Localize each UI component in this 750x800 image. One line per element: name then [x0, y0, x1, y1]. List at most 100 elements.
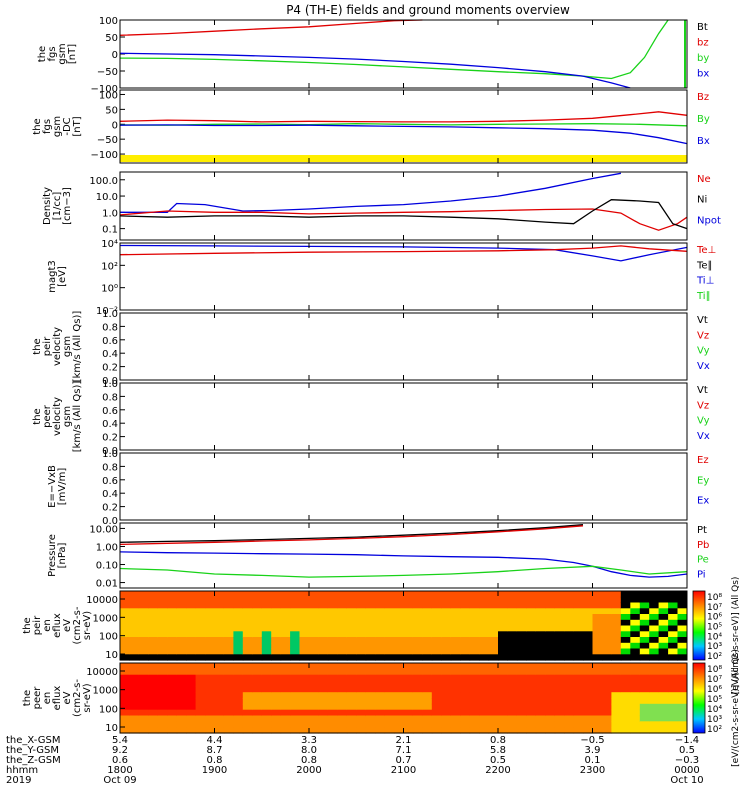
spectrogram-cell: [639, 608, 650, 615]
spectrogram-cell: [526, 614, 537, 621]
spectrogram-cell: [327, 625, 338, 632]
spectrogram-cell: [639, 602, 650, 609]
spectrogram-cell: [233, 608, 244, 615]
spectrogram-cell: [412, 614, 423, 621]
spectrogram-cell: [620, 680, 631, 687]
spectrogram-cell: [214, 602, 225, 609]
spectrogram-cell: [195, 591, 206, 598]
spectrogram-cell: [120, 721, 130, 728]
spectrogram-cell: [138, 698, 149, 705]
spectrogram-cell: [271, 727, 282, 734]
spectrogram-cell: [639, 654, 650, 661]
spectrogram-cell: [252, 631, 263, 638]
spectrogram-cell: [677, 668, 688, 676]
spectrogram-cell: [460, 648, 471, 655]
spectrogram-cell: [129, 631, 140, 638]
spectrogram-cell: [176, 625, 187, 632]
spectrogram-cell: [346, 721, 357, 728]
spectrogram-cell: [365, 668, 376, 676]
spectrogram-cell: [639, 619, 650, 627]
spectrogram-cell: [535, 608, 546, 615]
spectrogram-cell: [138, 608, 149, 615]
spectrogram-cell: [649, 631, 660, 638]
spectrogram-cell: [441, 727, 452, 734]
spectrogram-cell: [290, 686, 301, 693]
spectrogram-cell: [545, 596, 556, 604]
spectrogram-cell: [299, 614, 310, 621]
y-tick-label: 0.8: [102, 462, 118, 473]
spectrogram-cell: [223, 596, 234, 604]
spectrogram-cell: [120, 642, 130, 650]
spectrogram-cell: [639, 709, 650, 717]
spectrogram-cell: [526, 631, 537, 638]
spectrogram-cell: [223, 721, 234, 728]
spectrogram-cell: [403, 703, 414, 711]
spectrogram-cell: [157, 709, 168, 717]
spectrogram-cell: [488, 721, 499, 728]
spectrogram-cell: [261, 619, 272, 627]
spectrogram-cell: [441, 654, 452, 661]
spectrogram-cell: [120, 648, 130, 655]
spectrogram-cell: [375, 642, 386, 650]
spectrogram-cell: [677, 709, 688, 717]
spectrogram-cell: [242, 619, 253, 627]
spectrogram-cell: [242, 668, 253, 676]
spectrogram-cell: [639, 715, 650, 722]
spectrogram-cell: [450, 680, 461, 687]
spectrogram-cell: [516, 703, 527, 711]
spectrogram-cell: [658, 715, 669, 722]
spectrogram-cell: [120, 619, 130, 627]
spectrogram-cell: [346, 631, 357, 638]
spectrogram-cell: [602, 591, 612, 598]
spectrogram-cell: [384, 648, 395, 655]
spectrogram-cell: [412, 668, 423, 676]
spectrogram-cell: [365, 663, 376, 670]
spectrogram-cell: [261, 721, 272, 728]
spectrogram-cell: [469, 727, 480, 734]
spectrogram-cell: [318, 608, 329, 615]
spectrogram-cell: [526, 602, 537, 609]
spectrogram-cell: [516, 680, 527, 687]
y-gsm-value: 8.0: [301, 745, 317, 756]
spectrogram-cell: [365, 654, 376, 661]
spectrogram-cell: [573, 642, 584, 650]
spectrogram-cell: [479, 663, 490, 670]
spectrogram-cell: [346, 654, 357, 661]
spectrogram-cell: [412, 692, 423, 699]
y-tick-label: 1000: [93, 686, 118, 697]
spectrogram-cell: [422, 680, 433, 687]
spectrogram-cell: [223, 637, 234, 644]
spectrogram-cell: [469, 608, 480, 615]
spectrogram-cell: [299, 602, 310, 609]
spectrogram-cell: [365, 608, 376, 615]
spectrogram-cell: [412, 686, 423, 693]
spectrogram-cell: [469, 663, 480, 670]
spectrogram-cell: [592, 680, 603, 687]
spectrogram-cell: [583, 703, 593, 711]
spectrogram-cell: [498, 602, 508, 609]
colorbar-tick-label: 10⁷: [707, 675, 722, 685]
spectrogram-cell: [365, 686, 376, 693]
spectrogram-cell: [261, 602, 272, 609]
legend-entry: Ez: [697, 455, 709, 466]
spectrogram-cell: [422, 668, 433, 676]
spectrogram-cell: [441, 648, 452, 655]
spectrogram-cell: [346, 648, 357, 655]
spectrogram-cell: [309, 648, 319, 655]
spectrogram-cell: [195, 642, 206, 650]
spectrogram-cell: [526, 642, 537, 650]
y-tick-label: 10: [105, 723, 118, 734]
spectrogram-cell: [318, 686, 329, 693]
spectrogram-cell: [271, 619, 282, 627]
spectrogram-cell: [384, 614, 395, 621]
spectrogram-cell: [138, 663, 149, 670]
spectrogram-cell: [214, 608, 225, 615]
spectrogram-cell: [346, 680, 357, 687]
legend-entry: By: [697, 114, 710, 125]
spectrogram-cell: [668, 721, 679, 728]
spectrogram-cell: [630, 686, 641, 693]
spectrogram-cell: [167, 614, 178, 621]
spectrogram-cell: [138, 614, 149, 621]
